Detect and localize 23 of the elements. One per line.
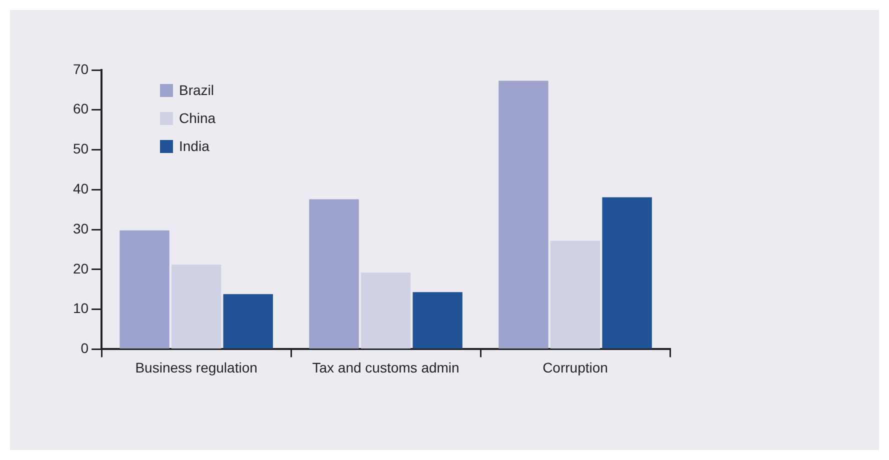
y-tick-label: 20 xyxy=(72,260,89,276)
y-tick-label: 50 xyxy=(72,140,89,157)
y-tick-label: 60 xyxy=(72,100,89,117)
bar xyxy=(498,80,548,348)
bar xyxy=(120,230,170,348)
y-tick-label: 30 xyxy=(72,220,89,236)
x-tick-label: Business regulation xyxy=(135,359,258,376)
bar xyxy=(602,197,652,348)
bar xyxy=(412,292,462,348)
bar xyxy=(309,199,359,348)
bar xyxy=(550,240,600,348)
y-tick-label: 40 xyxy=(72,180,89,197)
legend-label: China xyxy=(179,110,216,126)
bar xyxy=(171,264,222,348)
bar xyxy=(360,272,411,348)
bar xyxy=(223,294,273,348)
y-tick-label: 70 xyxy=(72,60,89,77)
legend-label: Brazil xyxy=(179,82,214,98)
legend-label: India xyxy=(179,138,210,154)
x-tick-label: Corruption xyxy=(542,359,608,376)
y-tick-label: 10 xyxy=(72,300,89,316)
x-tick-label: Tax and customs admin xyxy=(312,359,460,376)
y-tick-label: 0 xyxy=(80,340,89,356)
